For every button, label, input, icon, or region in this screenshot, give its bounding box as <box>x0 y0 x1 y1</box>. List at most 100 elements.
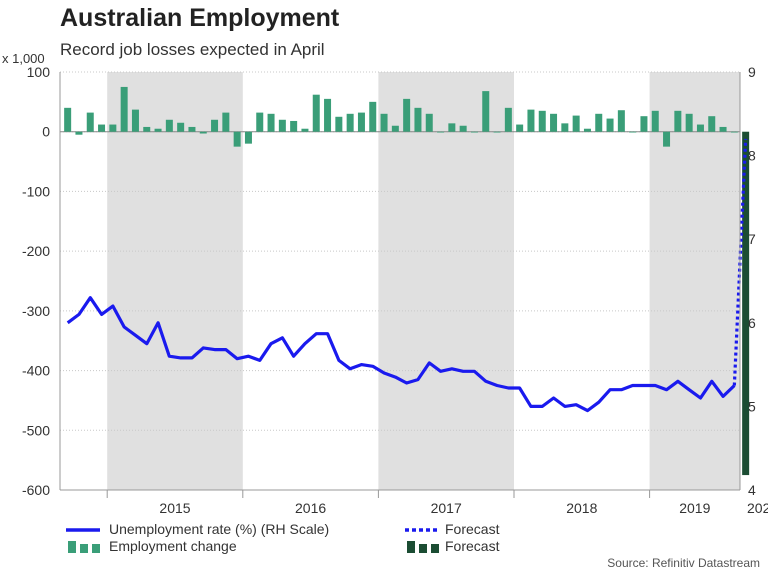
right-tick-label: 9 <box>748 64 756 80</box>
employment-bar <box>143 126 151 132</box>
legend-bars-forecast-label: Forecast <box>445 538 500 554</box>
employment-bar <box>346 113 354 132</box>
employment-bar <box>516 124 524 132</box>
employment-bar <box>301 128 309 132</box>
employment-bar <box>75 131 83 135</box>
employment-bar <box>617 110 625 132</box>
right-tick-label: 5 <box>748 398 756 414</box>
legend-bars-swatch <box>80 544 88 553</box>
employment-bar <box>674 110 682 132</box>
x-tick-label: 2019 <box>679 500 710 516</box>
employment-bar <box>730 131 738 133</box>
right-tick-label: 6 <box>748 315 756 331</box>
employment-change-bars <box>64 86 750 476</box>
right-tick-label: 8 <box>748 148 756 164</box>
employment-bar <box>177 122 185 132</box>
x-tick-label: 2020 <box>747 500 768 516</box>
employment-bar <box>244 131 252 144</box>
employment-bar <box>403 98 411 132</box>
x-tick-label: 2018 <box>566 500 597 516</box>
employment-bar <box>109 124 117 132</box>
left-tick-label: -400 <box>22 363 50 379</box>
employment-bar <box>369 101 377 132</box>
employment-bar <box>527 109 535 132</box>
legend-bars-label: Employment change <box>109 538 237 554</box>
employment-bar <box>290 120 298 132</box>
left-tick-label: 0 <box>42 124 50 140</box>
source-note: Source: Refinitiv Datastream <box>607 556 760 570</box>
employment-bar <box>595 113 603 132</box>
employment-bar <box>629 131 637 133</box>
employment-bar <box>211 119 219 132</box>
legend-bars-swatch <box>92 544 100 553</box>
employment-bar <box>572 115 580 132</box>
left-tick-label: -500 <box>22 422 50 438</box>
employment-bar <box>131 109 139 132</box>
right-tick-label: 4 <box>748 482 756 498</box>
employment-bar <box>414 107 422 132</box>
employment-bar <box>199 131 207 134</box>
employment-bar <box>561 123 569 132</box>
employment-bar <box>256 112 264 132</box>
employment-bar <box>640 116 648 132</box>
employment-bar <box>391 125 399 132</box>
chart-subtitle: Record job losses expected in April <box>60 40 325 59</box>
x-tick-label: 2017 <box>431 500 462 516</box>
employment-forecast-bar <box>742 131 750 476</box>
shade-band-2015 <box>107 72 243 490</box>
employment-bar <box>222 112 230 132</box>
employment-bar <box>357 112 365 132</box>
employment-bar <box>380 113 388 132</box>
employment-bar <box>470 131 478 133</box>
left-tick-label: 100 <box>27 64 51 80</box>
employment-bar <box>64 107 72 132</box>
employment-bar <box>606 118 614 132</box>
employment-bar <box>482 91 490 132</box>
chart-title: Australian Employment <box>60 4 340 32</box>
x-tick-label: 2015 <box>159 500 190 516</box>
employment-bar <box>437 131 445 133</box>
employment-bar <box>233 131 241 147</box>
employment-bar <box>267 113 275 132</box>
unemployment-rate-line <box>66 138 748 413</box>
employment-bar <box>504 107 512 132</box>
employment-bar <box>154 128 162 132</box>
left-tick-label: -600 <box>22 482 50 498</box>
legend-line-forecast-label: Forecast <box>445 521 500 537</box>
employment-bar <box>538 110 546 132</box>
unemployment-forecast-line <box>732 138 748 386</box>
employment-bar <box>696 124 704 132</box>
employment-bar <box>335 116 343 132</box>
employment-bar <box>324 98 332 132</box>
employment-bar <box>165 119 173 132</box>
employment-bar <box>651 110 659 132</box>
employment-bar <box>448 123 456 132</box>
left-axis-unit: x 1,000 <box>2 51 45 66</box>
shade-band-2017 <box>378 72 514 490</box>
employment-bar <box>493 131 501 133</box>
legend-bars-swatch <box>68 541 76 553</box>
employment-bar <box>550 113 558 132</box>
left-tick-label: -300 <box>22 303 50 319</box>
employment-bar <box>663 131 671 147</box>
legend-line-label: Unemployment rate (%) (RH Scale) <box>109 521 330 537</box>
x-tick-label: 2016 <box>295 500 326 516</box>
employment-bar <box>86 112 94 132</box>
employment-bar <box>459 125 467 132</box>
employment-bar <box>312 94 320 132</box>
employment-bar <box>98 124 106 132</box>
left-tick-label: -200 <box>22 243 50 259</box>
employment-bar <box>278 119 286 132</box>
legend-bars-forecast-swatch <box>407 541 415 553</box>
employment-bar <box>583 128 591 132</box>
employment-bar <box>188 126 196 132</box>
left-tick-label: -100 <box>22 183 50 199</box>
legend-bars-forecast-swatch <box>419 544 427 553</box>
employment-bar <box>685 113 693 132</box>
shaded-year-bands <box>107 72 740 490</box>
employment-bar <box>120 86 128 132</box>
legend-bars-forecast-swatch <box>431 544 439 553</box>
unemployment-line <box>66 296 736 413</box>
employment-bar <box>719 126 727 132</box>
